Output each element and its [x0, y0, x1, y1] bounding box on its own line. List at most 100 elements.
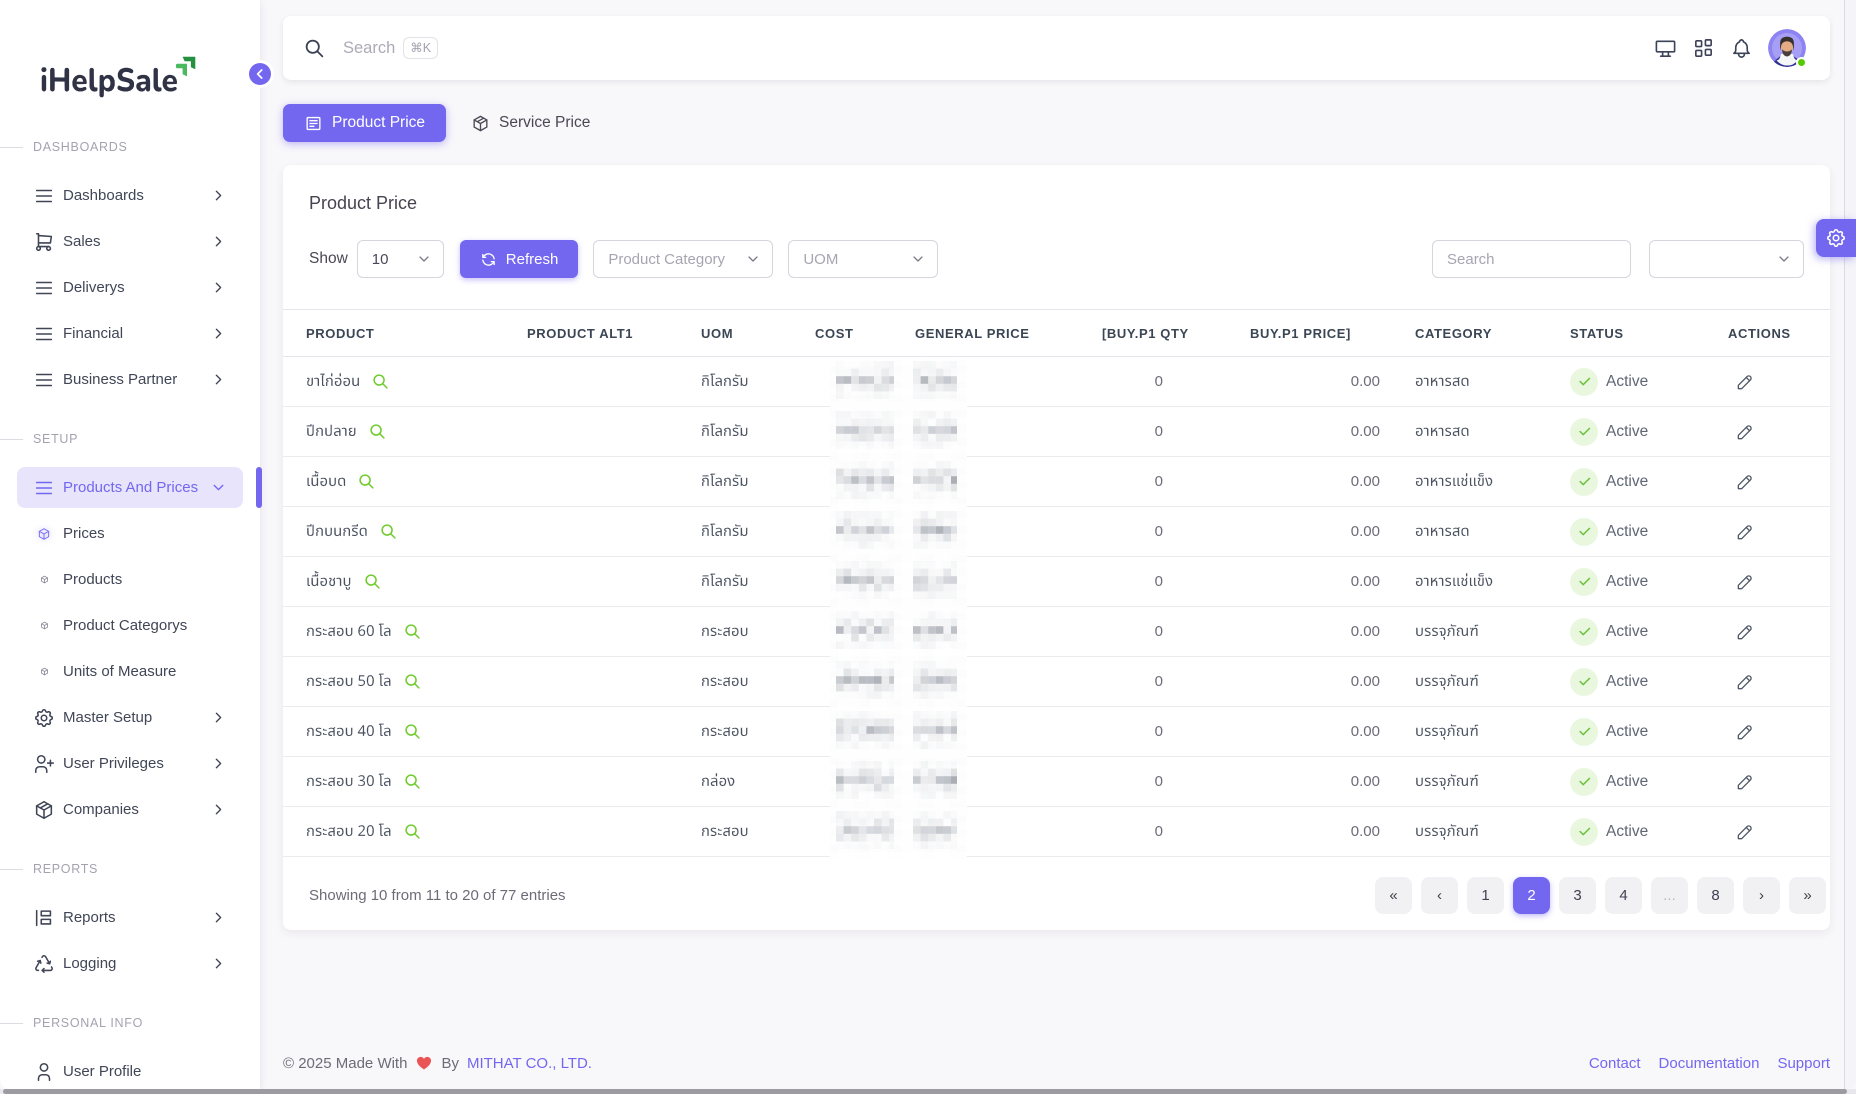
- sidebar-item-financial[interactable]: Financial: [17, 313, 243, 354]
- vertical-scrollbar[interactable]: [1844, 0, 1856, 1089]
- sidebar-item-logging[interactable]: Logging: [17, 943, 243, 984]
- column-header-status[interactable]: STATUS: [1570, 326, 1728, 341]
- pagination-page-8[interactable]: 8: [1697, 876, 1734, 914]
- sidebar-item-user-profile[interactable]: User Profile: [17, 1051, 243, 1089]
- uom-cell: [701, 370, 815, 393]
- edit-button[interactable]: [1735, 822, 1755, 842]
- redacted-cost: [836, 510, 894, 549]
- redacted-cost: [836, 410, 894, 449]
- column-header-actions[interactable]: ACTIONS: [1728, 326, 1830, 341]
- display-mode-button[interactable]: [1654, 37, 1677, 60]
- search-icon: [404, 824, 420, 839]
- sidebar-collapse-button[interactable]: [249, 63, 271, 85]
- magnifier-icon[interactable]: [404, 773, 421, 790]
- pagination-first-page[interactable]: «: [1375, 876, 1412, 914]
- chevron-right-icon: [210, 233, 227, 250]
- cost-cell-redacted: [815, 710, 915, 753]
- column-header-qty[interactable]: [BUY.P1 QTY: [1102, 326, 1250, 341]
- edit-button[interactable]: [1735, 372, 1755, 392]
- column-header-product[interactable]: PRODUCT: [283, 326, 527, 341]
- column-header-price[interactable]: BUY.P1 PRICE]: [1250, 326, 1415, 341]
- edit-button[interactable]: [1735, 522, 1755, 542]
- sidebar-item-user-privileges[interactable]: User Privileges: [17, 743, 243, 784]
- sidebar-item-master-setup[interactable]: Master Setup: [17, 697, 243, 738]
- magnifier-icon[interactable]: [404, 723, 421, 740]
- pagination-page-2[interactable]: 2: [1513, 876, 1550, 914]
- apps-grid-button[interactable]: [1692, 37, 1715, 60]
- magnifier-icon[interactable]: [404, 823, 421, 840]
- tab-product-price[interactable]: Product Price: [283, 104, 447, 142]
- sidebar-item-dashboards[interactable]: Dashboards: [17, 175, 243, 216]
- magnifier-icon[interactable]: [380, 523, 397, 540]
- pagination-page-3[interactable]: 3: [1559, 876, 1596, 914]
- user-icon: [33, 1061, 55, 1083]
- sidebar-item-prices[interactable]: Prices: [17, 513, 243, 554]
- pagination-ellipsis[interactable]: ...: [1651, 876, 1688, 914]
- edit-button[interactable]: [1735, 622, 1755, 642]
- edit-button[interactable]: [1735, 572, 1755, 592]
- uom-value: [702, 423, 748, 437]
- edit-button[interactable]: [1735, 672, 1755, 692]
- footer-link-contact[interactable]: Contact: [1588, 1054, 1641, 1072]
- logo[interactable]: [0, 0, 260, 110]
- column-header-gprice[interactable]: GENERAL PRICE: [915, 326, 1102, 341]
- search-icon: [404, 774, 420, 789]
- sidebar-item-products-and-prices[interactable]: Products And Prices: [17, 467, 262, 508]
- edit-button[interactable]: [1735, 722, 1755, 742]
- column-header-cost[interactable]: COST: [815, 326, 915, 341]
- pagination-next-page[interactable]: ›: [1743, 876, 1780, 914]
- check-icon: [1578, 777, 1590, 786]
- sidebar-item-product-categorys[interactable]: Product Categorys: [17, 605, 243, 646]
- extra-select[interactable]: [1649, 240, 1804, 278]
- page-label: 1: [1481, 886, 1490, 904]
- column-header-alt1[interactable]: PRODUCT ALT1: [527, 326, 701, 341]
- magnifier-icon[interactable]: [404, 623, 421, 640]
- footer-link-documentation[interactable]: Documentation: [1658, 1054, 1760, 1072]
- edit-button[interactable]: [1735, 472, 1755, 492]
- cube-icon: [40, 621, 48, 630]
- sidebar-item-sales[interactable]: Sales: [17, 221, 243, 262]
- uom-select[interactable]: UOM: [788, 240, 939, 278]
- magnifier-icon[interactable]: [404, 673, 421, 690]
- notifications-button[interactable]: [1730, 37, 1753, 60]
- horizontal-scrollbar[interactable]: [0, 1089, 1856, 1094]
- sidebar-item-companies[interactable]: Companies: [17, 789, 243, 830]
- category-value: [1415, 377, 1469, 387]
- magnifier-icon[interactable]: [369, 423, 386, 440]
- footer-link-support[interactable]: Support: [1777, 1054, 1830, 1072]
- sidebar-item-business-partner[interactable]: Business Partner: [17, 359, 243, 400]
- uom-value: [702, 677, 748, 687]
- table-search-input[interactable]: [1432, 240, 1631, 278]
- company-link[interactable]: MITHAT CO., LTD.: [466, 1054, 592, 1072]
- magnifier-icon[interactable]: [364, 573, 381, 590]
- column-header-category[interactable]: CATEGORY: [1415, 326, 1570, 341]
- sidebar-item-deliverys[interactable]: Deliverys: [17, 267, 243, 308]
- avatar[interactable]: [1768, 29, 1807, 68]
- edit-button[interactable]: [1735, 422, 1755, 442]
- product-name: [307, 471, 346, 487]
- uom-cell: [701, 420, 815, 443]
- sidebar-item-products[interactable]: Products: [17, 559, 243, 600]
- buy-price-cell: 0.00: [1250, 723, 1415, 740]
- uom-value: [702, 627, 748, 637]
- sidebar-item-units-of-measure[interactable]: Units of Measure: [17, 651, 243, 692]
- status-cell: Active: [1570, 767, 1728, 796]
- refresh-button[interactable]: Refresh: [459, 240, 579, 278]
- pagination-page-1[interactable]: 1: [1467, 876, 1504, 914]
- pagination-prev-page[interactable]: ‹: [1421, 876, 1458, 914]
- category-value: [1415, 573, 1493, 587]
- global-search[interactable]: Search ⌘K: [304, 37, 1654, 59]
- buy-qty-cell: 0: [1102, 623, 1250, 640]
- product-category-select[interactable]: Product Category: [593, 240, 774, 278]
- horizontal-scrollbar-thumb[interactable]: [3, 1089, 1847, 1094]
- column-header-uom[interactable]: UOM: [701, 326, 815, 341]
- sidebar-item-reports[interactable]: Reports: [17, 897, 243, 938]
- tab-service-price[interactable]: Service Price: [465, 104, 596, 142]
- magnifier-icon[interactable]: [358, 473, 375, 490]
- page-size-select[interactable]: 10: [356, 240, 444, 278]
- pagination-last-page[interactable]: »: [1789, 876, 1826, 914]
- magnifier-icon[interactable]: [372, 373, 389, 390]
- customizer-gear-button[interactable]: [1816, 219, 1856, 257]
- pagination-page-4[interactable]: 4: [1605, 876, 1642, 914]
- edit-button[interactable]: [1735, 772, 1755, 792]
